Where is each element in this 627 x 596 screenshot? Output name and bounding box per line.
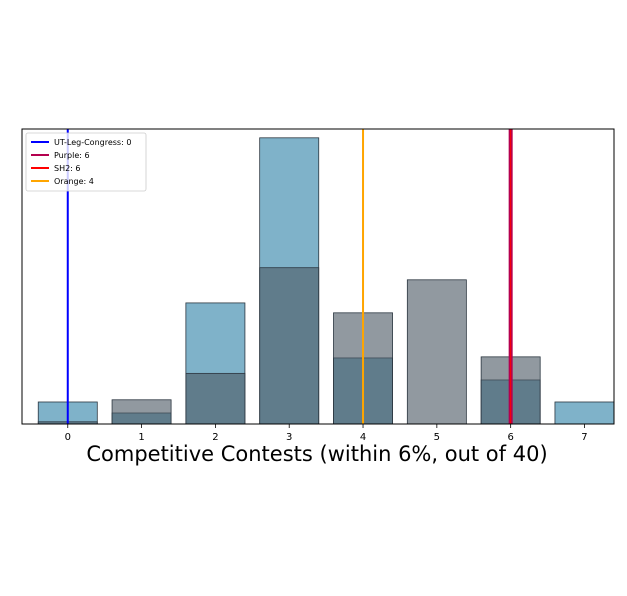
- legend-entry-0: UT-Leg-Congress: 0: [54, 138, 131, 147]
- x-tick-label-5: 5: [434, 432, 440, 443]
- legend: UT-Leg-Congress: 0 Purple: 6 SH2: 6 Orange:…: [25, 132, 147, 192]
- legend-box: [25, 132, 147, 192]
- bar-series-1-3: [259, 267, 320, 425]
- x-tick-label-2: 2: [212, 432, 218, 443]
- x-tick-label-4: 4: [360, 432, 366, 443]
- x-tick-label-6: 6: [507, 432, 513, 443]
- legend-entry-1: Purple: 6: [54, 151, 90, 160]
- x-tick-label-1: 1: [138, 432, 144, 443]
- x-tick-label-0: 0: [65, 432, 71, 443]
- bar-series-1-1: [111, 399, 172, 425]
- x-ticks: 0 1 2 3 4 5 6 7: [65, 424, 588, 443]
- bars-layer: [37, 137, 615, 425]
- legend-entry-3: Orange: 4: [54, 177, 94, 186]
- x-tick-label-3: 3: [286, 432, 292, 443]
- legend-entry-2: SH2: 6: [54, 164, 81, 173]
- bar-series-1-5: [406, 279, 467, 425]
- bar-series-1-2: [185, 372, 246, 425]
- bar-series-0-7: [554, 401, 615, 425]
- x-axis-label: Competitive Contests (within 6%, out of …: [86, 442, 547, 466]
- plot-frame: [21, 128, 615, 425]
- x-tick-label-7: 7: [581, 432, 587, 443]
